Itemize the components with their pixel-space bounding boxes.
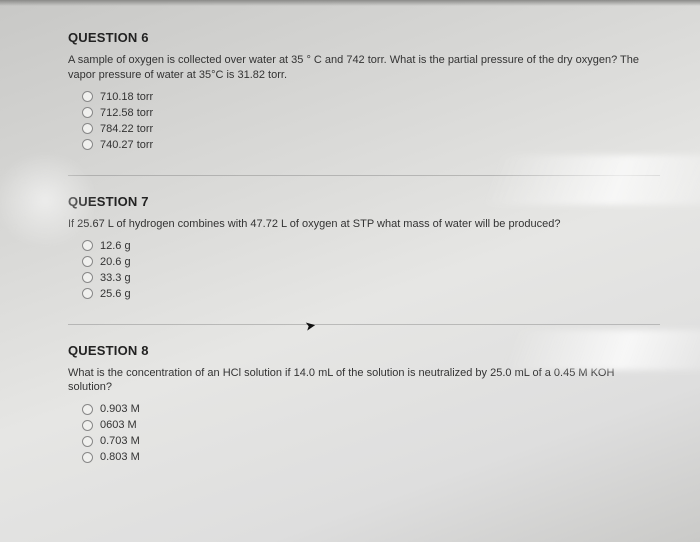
option-label: 740.27 torr bbox=[100, 139, 153, 151]
question-title: QUESTION 8 bbox=[68, 343, 660, 358]
radio-icon[interactable] bbox=[82, 123, 93, 134]
option-label: 712.58 torr bbox=[100, 107, 153, 119]
question-text: What is the concentration of an HCl solu… bbox=[68, 366, 660, 396]
radio-icon[interactable] bbox=[82, 436, 93, 447]
radio-icon[interactable] bbox=[82, 404, 93, 415]
option-label: 0.703 M bbox=[100, 435, 140, 447]
radio-icon[interactable] bbox=[82, 91, 93, 102]
radio-icon[interactable] bbox=[82, 256, 93, 267]
options-group: 12.6 g 20.6 g 33.3 g 25.6 g bbox=[68, 238, 660, 302]
option-label: 784.22 torr bbox=[100, 123, 153, 135]
radio-icon[interactable] bbox=[82, 240, 93, 251]
option-label: 33.3 g bbox=[100, 272, 131, 284]
option-row[interactable]: 784.22 torr bbox=[68, 121, 660, 137]
option-row[interactable]: 0.903 M bbox=[68, 401, 660, 417]
radio-icon[interactable] bbox=[82, 420, 93, 431]
radio-icon[interactable] bbox=[82, 107, 93, 118]
option-row[interactable]: 12.6 g bbox=[68, 238, 660, 254]
option-label: 25.6 g bbox=[100, 288, 131, 300]
radio-icon[interactable] bbox=[82, 452, 93, 463]
option-row[interactable]: 33.3 g bbox=[68, 270, 660, 286]
question-title: QUESTION 7 bbox=[68, 194, 660, 209]
question-text: If 25.67 L of hydrogen combines with 47.… bbox=[68, 217, 660, 232]
question-7: QUESTION 7 If 25.67 L of hydrogen combin… bbox=[68, 182, 660, 325]
radio-icon[interactable] bbox=[82, 288, 93, 299]
option-row[interactable]: 20.6 g bbox=[68, 254, 660, 270]
question-text: A sample of oxygen is collected over wat… bbox=[68, 53, 660, 83]
options-group: 710.18 torr 712.58 torr 784.22 torr 740.… bbox=[68, 89, 660, 153]
question-6: QUESTION 6 A sample of oxygen is collect… bbox=[68, 18, 660, 176]
option-label: 0603 M bbox=[100, 419, 137, 431]
option-label: 0.903 M bbox=[100, 403, 140, 415]
radio-icon[interactable] bbox=[82, 272, 93, 283]
option-row[interactable]: 710.18 torr bbox=[68, 89, 660, 105]
question-8: QUESTION 8 What is the concentration of … bbox=[68, 331, 660, 488]
option-label: 0.803 M bbox=[100, 451, 140, 463]
option-row[interactable]: 0603 M bbox=[68, 417, 660, 433]
option-label: 20.6 g bbox=[100, 256, 131, 268]
option-label: 12.6 g bbox=[100, 240, 131, 252]
option-label: 710.18 torr bbox=[100, 91, 153, 103]
option-row[interactable]: 0.803 M bbox=[68, 449, 660, 465]
question-title: QUESTION 6 bbox=[68, 30, 660, 45]
option-row[interactable]: 712.58 torr bbox=[68, 105, 660, 121]
option-row[interactable]: 0.703 M bbox=[68, 433, 660, 449]
option-row[interactable]: 25.6 g bbox=[68, 286, 660, 302]
radio-icon[interactable] bbox=[82, 139, 93, 150]
option-row[interactable]: 740.27 torr bbox=[68, 137, 660, 153]
options-group: 0.903 M 0603 M 0.703 M 0.803 M bbox=[68, 401, 660, 465]
